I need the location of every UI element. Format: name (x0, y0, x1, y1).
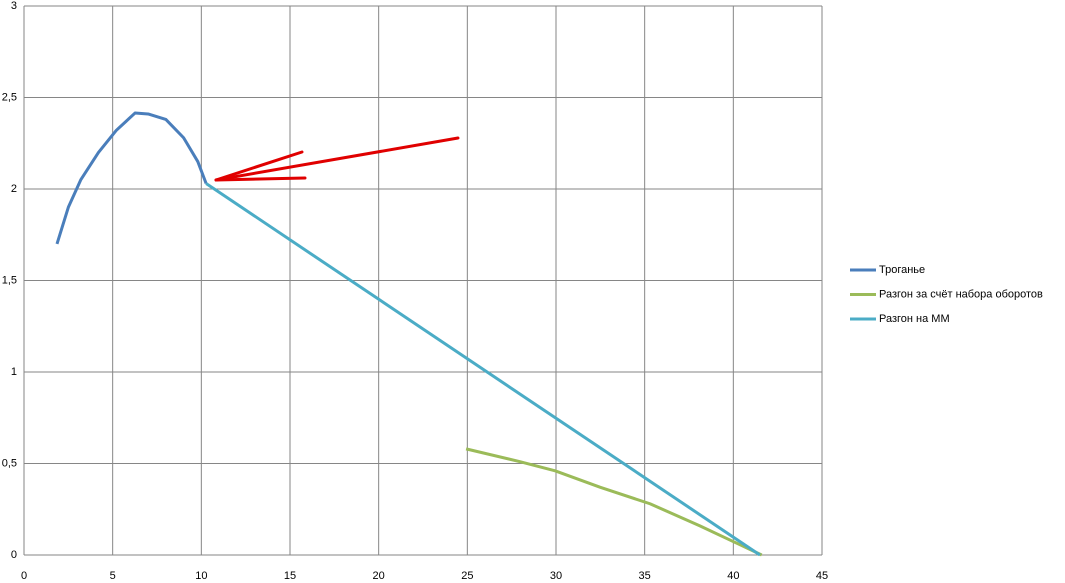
legend-label: Разгон за счёт набора оборотов (879, 288, 1043, 300)
annotation-arrow (214, 136, 460, 182)
y-tick-label: 0 (11, 549, 17, 561)
y-tick-label: 2,5 (2, 91, 17, 103)
series-line (55, 111, 208, 245)
y-tick-label: 2 (11, 183, 17, 195)
x-tick-label: 35 (639, 570, 651, 582)
legend-label: Разгон на ММ (879, 313, 950, 325)
y-tick-label: 3 (11, 0, 17, 12)
x-tick-label: 5 (110, 570, 116, 582)
x-tick-label: 15 (284, 570, 296, 582)
y-tick-label: 1 (11, 366, 17, 378)
y-tick-label: 1,5 (2, 274, 17, 286)
x-tick-label: 25 (461, 570, 473, 582)
x-tick-label: 30 (550, 570, 562, 582)
x-tick-label: 0 (21, 570, 27, 582)
series-line (205, 182, 761, 557)
x-tick-label: 45 (816, 570, 828, 582)
x-tick-label: 40 (727, 570, 739, 582)
x-tick-label: 10 (195, 570, 207, 582)
series-line (465, 447, 763, 557)
y-tick-label: 0,5 (2, 457, 17, 469)
x-tick-label: 20 (373, 570, 385, 582)
legend-label: Троганье (879, 264, 925, 276)
plot: 00,511,522,530 5 10 15 20 25 30 35 40 45ТроганьеР… (2, 0, 1043, 582)
